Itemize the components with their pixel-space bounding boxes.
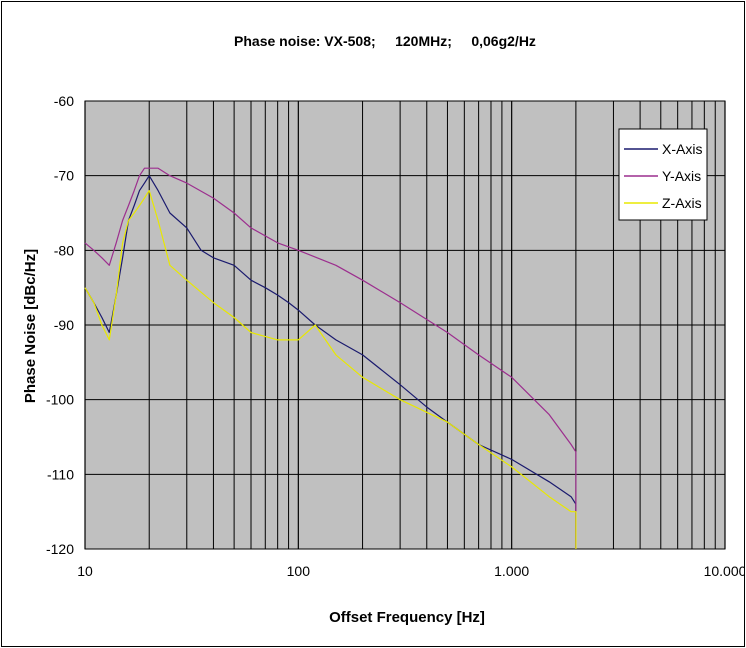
- x-tick-label: 100: [287, 563, 311, 579]
- x-axis-label: Offset Frequency [Hz]: [329, 609, 485, 626]
- series-line-y-axis: [84, 167, 577, 549]
- legend-box: [618, 128, 708, 221]
- y-tick-label: -80: [54, 242, 74, 258]
- legend-label-z-axis: Z-Axis: [662, 195, 702, 211]
- y-tick-label: -120: [46, 541, 74, 557]
- series-lines: [84, 167, 577, 549]
- y-axis-label: Phase Noise [dBc/Hz]: [22, 249, 39, 403]
- legend-label-y-axis: Y-Axis: [662, 168, 701, 184]
- legend: X-Axis Y-Axis Z-Axis: [618, 128, 708, 221]
- y-tick-label: -60: [54, 93, 74, 109]
- y-tick-label: -100: [46, 392, 74, 408]
- x-tick-labels: 10 100 1.000 10.000: [77, 563, 744, 579]
- chart-title: Phase noise: VX-508; 120MHz; 0,06g2/Hz: [234, 33, 536, 49]
- x-tick-label: 10.000: [704, 563, 744, 579]
- legend-label-x-axis: X-Axis: [662, 141, 702, 157]
- y-tick-label: -90: [54, 317, 74, 333]
- horizontal-gridlines: [85, 100, 725, 550]
- x-tick-label: 1.000: [494, 563, 529, 579]
- y-tick-label: -110: [47, 466, 74, 482]
- y-tick-labels: -60 -70 -80 -90 -100 -110 -120: [46, 93, 74, 557]
- series-line-z-axis: [84, 190, 577, 549]
- y-tick-label: -70: [54, 168, 74, 184]
- x-tick-label: 10: [77, 563, 93, 579]
